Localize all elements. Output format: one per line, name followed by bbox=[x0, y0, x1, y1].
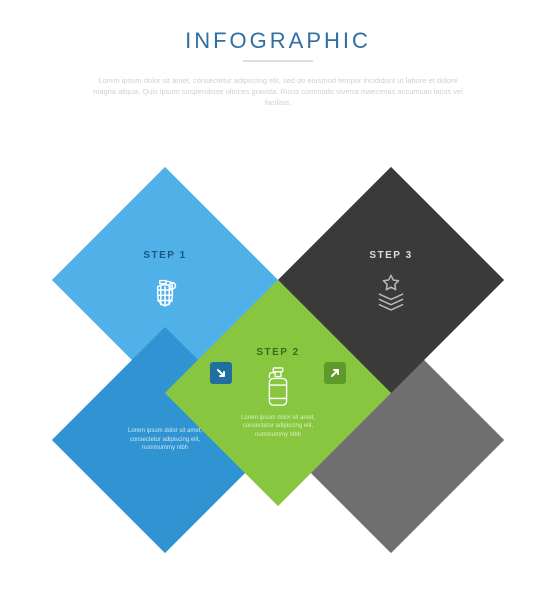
step2-placeholder: Lorem ipsum dolor sit amet, consectetur … bbox=[231, 414, 326, 439]
title-underline bbox=[243, 60, 313, 62]
diamond-step2: STEP 2 Lorem ipsum dolor sit amet, conse… bbox=[165, 280, 391, 506]
grenade-icon bbox=[144, 269, 186, 311]
step2-label: STEP 2 bbox=[256, 347, 299, 358]
smoke-grenade-icon bbox=[260, 366, 296, 408]
arrow-step2-to-step3 bbox=[324, 362, 346, 384]
diagram-stage: STEP 1 Lorem ipsum dolor sit amet, conse… bbox=[0, 170, 556, 570]
subtitle: Lorem ipsum dolor sit amet, consectetur … bbox=[93, 76, 463, 109]
arrow-down-right-icon bbox=[215, 367, 227, 379]
step3-label: STEP 3 bbox=[369, 250, 412, 261]
arrow-step1-to-step2 bbox=[210, 362, 232, 384]
header: Infographic Lorem ipsum dolor sit amet, … bbox=[0, 0, 556, 109]
title: Infographic bbox=[0, 28, 556, 54]
arrow-up-right-icon bbox=[329, 367, 341, 379]
step1-label: STEP 1 bbox=[143, 250, 186, 261]
military-rank-icon bbox=[370, 269, 412, 311]
